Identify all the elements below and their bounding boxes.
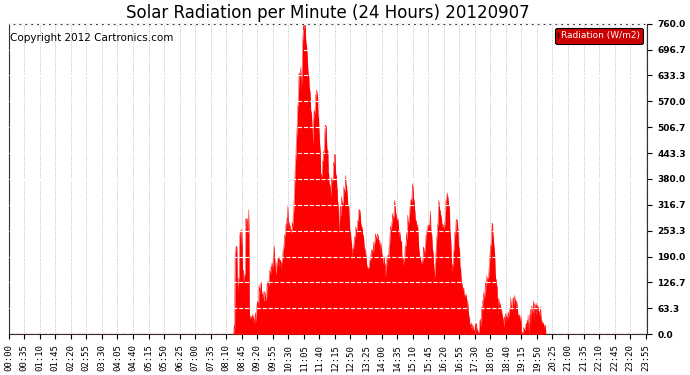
Title: Solar Radiation per Minute (24 Hours) 20120907: Solar Radiation per Minute (24 Hours) 20… [126,4,530,22]
Text: Copyright 2012 Cartronics.com: Copyright 2012 Cartronics.com [10,33,173,43]
Legend: Radiation (W/m2): Radiation (W/m2) [555,28,643,44]
